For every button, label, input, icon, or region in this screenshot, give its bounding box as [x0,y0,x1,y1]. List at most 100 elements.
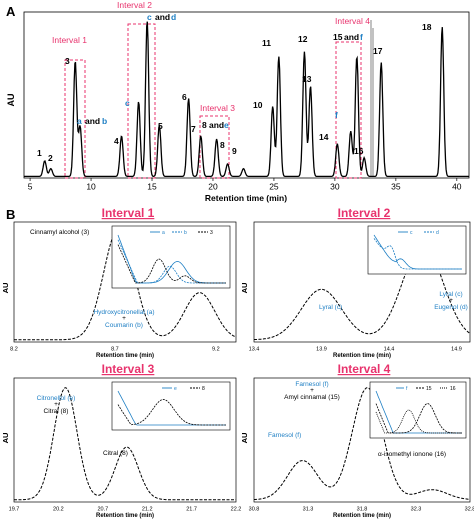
peak-label-f: f [335,110,338,120]
peak-label-b: b [102,116,107,126]
peak-label-1: 1 [37,148,42,158]
peak-label-8a: 8 [202,120,207,130]
sub1-frame [13,221,237,343]
panel-a-ylabel: AU [6,94,16,107]
peak-label-6: 6 [182,92,187,102]
x-tick-label: 9.2 [212,347,220,353]
sub2-label-eugenol: Eugenol (d) [434,304,468,311]
interval-4-label: Interval 4 [335,16,370,26]
sub1-ylabel: AU [1,283,10,294]
interval-4-title: Interval 4 [338,362,391,376]
sub3-label-plus: + [54,401,58,408]
uv-spectrum-line [117,399,226,426]
sub3-label-citronellol: Citronellol (e) [37,395,76,402]
peak-label-4: 4 [114,136,119,146]
peak-label-9: 9 [232,146,237,156]
x-tick-label: 13.9 [316,347,327,353]
peak-label-d: d [171,12,176,22]
sub3-legend-e: e [174,386,177,392]
panel-b-letter: B [6,207,15,222]
peak-label-15: 15 [333,32,343,42]
sub3-frame [13,377,237,503]
sub2-legend-d: d [436,230,439,236]
sub3-legend-8: 8 [202,386,205,392]
x-tick-label: 5 [28,182,33,192]
interval-3-title: Interval 3 [102,362,155,376]
x-tick-label: 20 [208,182,218,192]
uv-spectra [373,234,462,270]
sub1-label-cinnamyl: Cinnamyl alcohol (3) [30,229,89,236]
sub3-inset: e 8 [111,381,231,431]
peak-label-f-top: f [360,32,363,42]
peak-label-16: 16 [354,146,364,156]
peak-label-11: 11 [262,38,271,48]
uv-spectra [375,390,462,434]
x-tick-label: 32.8 [465,507,474,513]
uv-spectrum-line [117,244,226,284]
sub4-legend-f: f [406,386,408,392]
interval-2-box [127,23,156,179]
panel-a-frame [23,11,470,179]
uv-spectra [117,390,226,426]
peak-label-5: 5 [158,121,163,131]
uv-spectra [117,234,226,284]
panel-a-letter: A [6,4,16,19]
sub2-frame [253,221,471,343]
sub2-label-lyral-2: Lyral (c) [439,291,462,298]
x-tick-label: 14.4 [384,347,395,353]
peak-label-7: 7 [191,124,196,134]
interval-1-title: Interval 1 [102,206,155,220]
uv-spectrum-line [373,238,462,270]
sub2-ylabel: AU [240,283,249,294]
sub2-xlabel: Retention time (min) [333,353,391,359]
panel-b-x-axes: 8.2 8.7 9.2 13.4 13.9 14.4 14.9 19.7 20.2 20.7 21.… [9,347,474,513]
peak-label-and-15f: and [344,32,359,42]
sub2-label-plus: + [449,297,453,304]
sub1-label-hydroxy: Hydroxycitronellal (a) [93,309,154,316]
sub3-trace [14,387,236,501]
sub4-trace [254,387,470,500]
sub1-xlabel: Retention time (min) [96,353,154,359]
x-tick-label: 40 [452,182,462,192]
x-tick-label: 21.7 [186,507,197,513]
sub4-label-amyl: Amyl cinnamal (15) [284,394,340,401]
x-tick-label: 20.7 [97,507,108,513]
peak-label-and-cd: and [155,12,170,22]
sub4-frame [253,377,471,503]
sub4-label-farnesol: Farnesol (f) [295,381,328,388]
peak-label-13: 13 [302,74,312,84]
x-tick-label: 30 [330,182,340,192]
sub4-label-plus: + [310,387,314,394]
x-tick-label: 25 [269,182,279,192]
sub4-label-ionone: α-isomethyl ionone (16) [378,451,446,458]
sub4-xlabel: Retention time (min) [333,513,391,519]
panel-a-xlabel: Retention time (min) [205,193,287,203]
peak-label-18: 18 [422,22,432,32]
x-tick-label: 31.3 [303,507,314,513]
x-tick-label: 35 [391,182,401,192]
peak-label-a: a [77,116,82,126]
x-tick-label: 13.4 [249,347,260,353]
interval-1-label: Interval 1 [52,35,87,45]
sub1-legend-b: b [184,230,187,236]
peak-label-c: c [125,98,130,108]
sub3-xlabel: Retention time (min) [96,513,154,519]
sub3-label-citral: Citral (8) [44,408,69,415]
peak-label-14: 14 [319,132,329,142]
peak-label-2: 2 [48,153,53,163]
sub4-label-farnesol-2: Farnesol (f) [268,432,301,439]
sub1-legend-a: a [162,230,165,236]
x-tick-label: 21.2 [142,507,153,513]
peak-label-e: e [224,120,229,130]
interval-1-box [64,59,86,179]
peak-label-12: 12 [298,34,308,44]
sub1-label-coumarin: Coumarin (b) [105,322,143,329]
peak-label-8b: 8 [220,140,225,150]
uv-spectrum-line [375,409,462,434]
sub4-inset: f 15 16 [369,381,467,439]
interval-2-title: Interval 2 [338,206,391,220]
x-tick-label: 8.7 [111,347,119,353]
sub4-legend-16: 16 [450,386,456,392]
x-tick-label: 22.2 [231,507,242,513]
x-tick-label: 20.2 [53,507,64,513]
